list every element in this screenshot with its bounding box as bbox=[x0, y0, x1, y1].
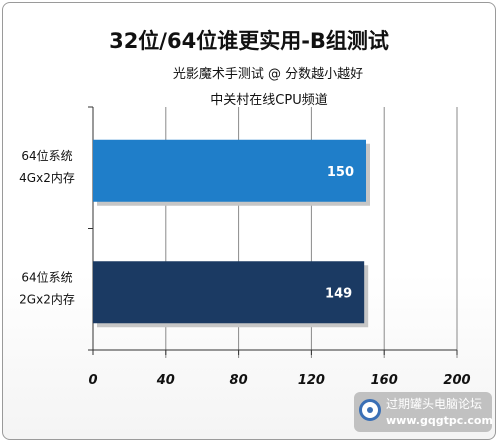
bar bbox=[93, 139, 366, 202]
data-label: 149 bbox=[325, 286, 352, 301]
watermark-badge: 过期罐头电脑论坛 www.gqgtpc.com bbox=[354, 392, 493, 432]
category-label: 64位系统 bbox=[21, 269, 72, 284]
watermark-text: 过期罐头电脑论坛 bbox=[386, 397, 483, 411]
watermark-logo-icon bbox=[359, 399, 381, 421]
chart-subtitle-source: 中关村在线CPU频道 bbox=[210, 93, 328, 108]
x-tick-label: 160 bbox=[371, 373, 398, 388]
data-label: 150 bbox=[327, 165, 354, 180]
chart-title: 32位/64位谁更实用-B组测试 bbox=[109, 29, 389, 53]
watermark-url: www.gqgtpc.com bbox=[386, 414, 493, 427]
x-tick-label: 120 bbox=[298, 373, 325, 388]
x-tick-label: 80 bbox=[230, 373, 248, 388]
category-label: 64位系统 bbox=[21, 148, 72, 163]
x-tick-label: 40 bbox=[156, 373, 175, 388]
x-tick-label: 200 bbox=[443, 373, 470, 388]
chart-subtitle-test: 光影魔术手测试 @ 分数越小越好 bbox=[172, 67, 364, 82]
category-label: 2Gx2内存 bbox=[19, 292, 75, 306]
chart-frame: 32位/64位谁更实用-B组测试 光影魔术手测试 @ 分数越小越好 中关村在线C… bbox=[2, 2, 496, 440]
bar bbox=[93, 261, 365, 324]
category-label: 4Gx2内存 bbox=[19, 171, 75, 185]
x-tick-label: 0 bbox=[88, 373, 97, 388]
